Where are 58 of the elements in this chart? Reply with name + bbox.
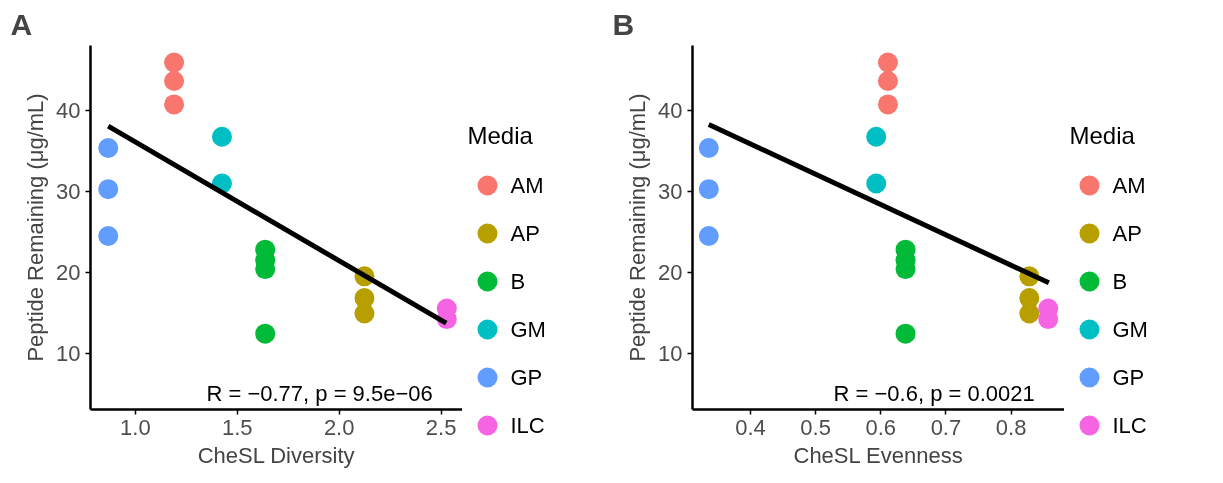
legend-label: AP xyxy=(1112,221,1142,246)
legend-label: GM xyxy=(1112,317,1148,342)
y-tick-label: 30 xyxy=(658,179,683,205)
x-axis-title: CheSL Diversity xyxy=(197,442,355,468)
y-tick-label: 30 xyxy=(56,179,81,205)
legend-title: Media xyxy=(467,122,534,149)
annotation: R = −0.77, p = 9.5e−06 xyxy=(206,380,433,406)
point xyxy=(164,52,185,73)
y-tick-label: 10 xyxy=(56,340,81,366)
legend-title: Media xyxy=(1069,122,1136,149)
x-tick-label: 0.5 xyxy=(800,414,831,440)
legend-label: AP xyxy=(510,221,540,246)
point xyxy=(698,225,719,246)
point xyxy=(866,173,887,194)
point xyxy=(698,138,719,158)
legend-label: GM xyxy=(510,317,546,342)
point xyxy=(98,138,119,158)
legend-label: AM xyxy=(1112,173,1146,198)
point xyxy=(98,225,119,246)
point xyxy=(255,323,276,344)
point xyxy=(164,71,185,91)
legend-label: GP xyxy=(1112,365,1145,390)
x-tick-label: 2.5 xyxy=(425,414,457,440)
x-tick-label: 2.0 xyxy=(323,414,355,440)
point xyxy=(895,323,916,344)
legend-label: ILC xyxy=(510,413,545,438)
legend-label: B xyxy=(1112,269,1128,294)
point xyxy=(1019,303,1040,324)
x-tick-label: 0.6 xyxy=(865,414,897,440)
chart-title: A xyxy=(10,7,33,41)
y-tick-label: 20 xyxy=(56,259,81,285)
legend-label: B xyxy=(510,269,526,294)
x-tick-label: 1.0 xyxy=(120,414,151,440)
y-tick-label: 40 xyxy=(658,98,683,124)
legend-label: AM xyxy=(510,173,544,198)
x-tick-label: 0.4 xyxy=(735,414,766,440)
legend-label: GP xyxy=(510,365,543,390)
y-tick-label: 20 xyxy=(658,259,683,285)
point xyxy=(877,52,898,73)
y-axis-title: Peptide Remaining (μg/mL) xyxy=(625,93,651,362)
y-tick-label: 40 xyxy=(56,98,81,124)
annotation: R = −0.6, p = 0.0021 xyxy=(833,380,1035,406)
point xyxy=(866,126,887,147)
point xyxy=(698,179,719,200)
point xyxy=(354,303,375,324)
x-tick-label: 1.5 xyxy=(221,414,253,440)
point xyxy=(877,71,898,91)
x-tick-label: 0.7 xyxy=(930,414,962,440)
x-tick-label: 0.8 xyxy=(995,414,1027,440)
point xyxy=(164,94,185,115)
x-axis-title: CheSL Evenness xyxy=(793,442,963,468)
point xyxy=(877,94,898,115)
y-tick-label: 10 xyxy=(658,340,683,366)
point xyxy=(98,179,119,200)
y-axis-title: Peptide Remaining (μg/mL) xyxy=(23,93,49,362)
legend-label: ILC xyxy=(1112,413,1147,438)
chart-title: B xyxy=(612,7,635,41)
point xyxy=(211,126,232,147)
